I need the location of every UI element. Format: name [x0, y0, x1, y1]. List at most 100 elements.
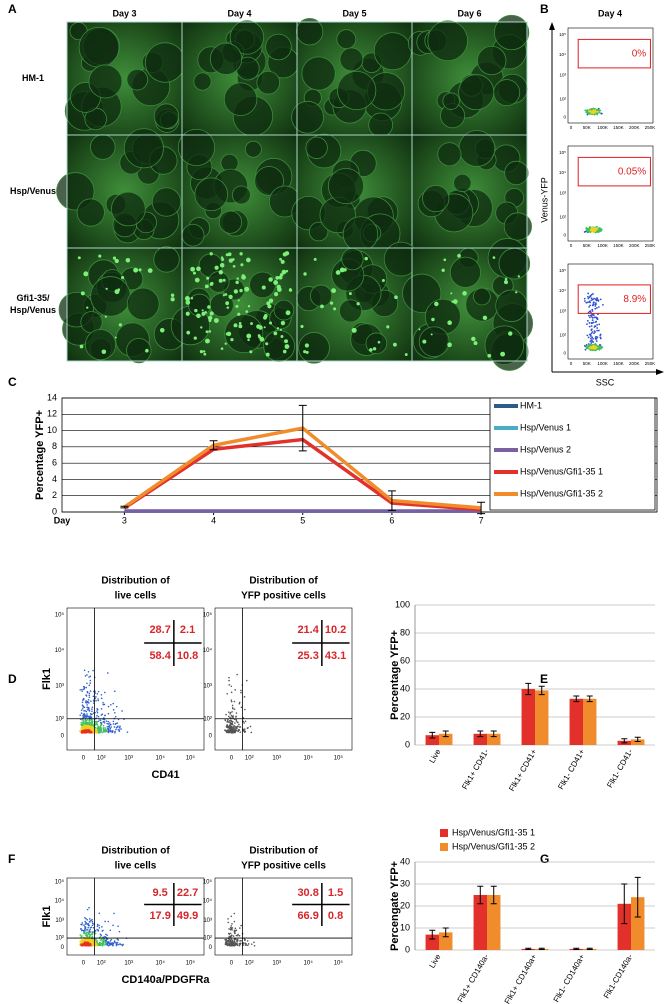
event-dot — [232, 732, 234, 734]
cell-colony — [473, 288, 490, 305]
event-dot — [584, 345, 586, 347]
y-tick-label: 6 — [52, 458, 57, 468]
event-dot — [88, 923, 90, 925]
event-dot — [120, 728, 122, 730]
event-dot — [95, 727, 97, 729]
cell-colony — [494, 80, 520, 106]
yfp-cell — [246, 334, 251, 339]
y-tick-label: 10³ — [55, 918, 64, 924]
cell-colony — [340, 48, 363, 71]
event-dot — [113, 709, 115, 711]
event-dot — [104, 722, 106, 724]
yfp-cell — [219, 279, 223, 283]
event-dot — [109, 722, 111, 724]
cell-colony — [219, 211, 241, 233]
event-dot — [98, 716, 100, 718]
event-dot — [236, 944, 238, 946]
event-dot — [593, 321, 595, 323]
event-dot — [232, 715, 234, 717]
yfp-cell — [246, 258, 251, 263]
event-dot — [97, 924, 99, 926]
event-dot — [112, 925, 114, 927]
event-dot — [239, 731, 241, 733]
event-dot — [588, 343, 590, 345]
event-dot — [87, 692, 89, 694]
event-dot — [83, 730, 85, 732]
yfp-cell — [207, 305, 210, 308]
y-tick-label: 100 — [395, 599, 410, 609]
y-tick-label: 40 — [400, 683, 410, 693]
event-dot — [90, 715, 92, 717]
cell-colony — [182, 224, 204, 246]
y-tick-label: 10⁵ — [55, 878, 65, 885]
event-dot — [102, 940, 104, 942]
event-dot — [102, 704, 104, 706]
yfp-cell — [239, 322, 242, 325]
event-dot — [599, 349, 601, 351]
event-dot — [231, 935, 233, 937]
event-dot — [231, 711, 233, 713]
yfp-cell — [265, 342, 268, 345]
event-dot — [80, 731, 82, 733]
yfp-cell — [98, 255, 101, 258]
event-dot — [90, 719, 92, 721]
event-dot — [596, 300, 598, 302]
x-tick-label: 200K — [629, 125, 640, 130]
yfp-cell — [205, 285, 209, 289]
event-dot — [86, 932, 88, 934]
cell-colony — [342, 248, 363, 269]
panel-label: C — [8, 375, 17, 389]
yfp-cell — [266, 301, 270, 305]
cell-colony — [328, 168, 363, 203]
yfp-cell — [148, 268, 153, 273]
yfp-cell — [276, 285, 280, 289]
yfp-cell — [193, 272, 196, 275]
event-dot — [590, 334, 592, 336]
event-dot — [232, 729, 234, 731]
quadrant-percent: 10.8 — [177, 650, 198, 662]
y-tick-label: 14 — [47, 392, 57, 402]
event-dot — [234, 930, 236, 932]
x-tick-label: Flk1+ CD140a+ — [503, 952, 539, 1004]
yfp-cell — [288, 311, 290, 313]
yfp-cell — [240, 263, 243, 266]
event-dot — [87, 934, 89, 936]
event-dot — [594, 305, 596, 307]
event-dot — [594, 343, 596, 345]
event-dot — [599, 334, 601, 336]
row-label: Gfi1-35/ — [16, 293, 50, 303]
event-dot — [237, 726, 239, 728]
bar — [570, 699, 583, 745]
yfp-cell — [200, 326, 202, 328]
event-dot — [231, 915, 233, 917]
x-tick-label: 5 — [300, 515, 305, 525]
yfp-cell — [493, 256, 496, 259]
event-dot — [239, 935, 241, 937]
event-dot — [228, 711, 230, 713]
yfp-cell — [80, 345, 84, 349]
x-tick-label: 0 — [230, 961, 234, 967]
plot-title: YFP positive cells — [241, 861, 326, 872]
yfp-cell — [280, 273, 283, 276]
event-dot — [102, 944, 104, 946]
panel-label: G — [540, 852, 549, 866]
yfp-cell — [204, 311, 207, 314]
yfp-cell — [220, 263, 225, 268]
cell-colony — [306, 137, 328, 159]
x-tick-label: 10⁴ — [304, 755, 314, 762]
yfp-cell — [115, 289, 120, 294]
event-dot — [243, 942, 245, 944]
x-tick-label: 250K — [645, 361, 656, 366]
yfp-cell — [196, 266, 201, 271]
event-dot — [98, 691, 100, 693]
event-dot — [237, 731, 239, 733]
event-dot — [591, 325, 593, 327]
event-dot — [601, 228, 603, 230]
y-tick-label: 20 — [400, 711, 410, 721]
yfp-cell — [190, 267, 195, 272]
event-dot — [80, 939, 82, 941]
event-dot — [83, 932, 85, 934]
event-dot — [235, 716, 237, 718]
event-dot — [81, 930, 83, 932]
event-dot — [588, 230, 590, 232]
